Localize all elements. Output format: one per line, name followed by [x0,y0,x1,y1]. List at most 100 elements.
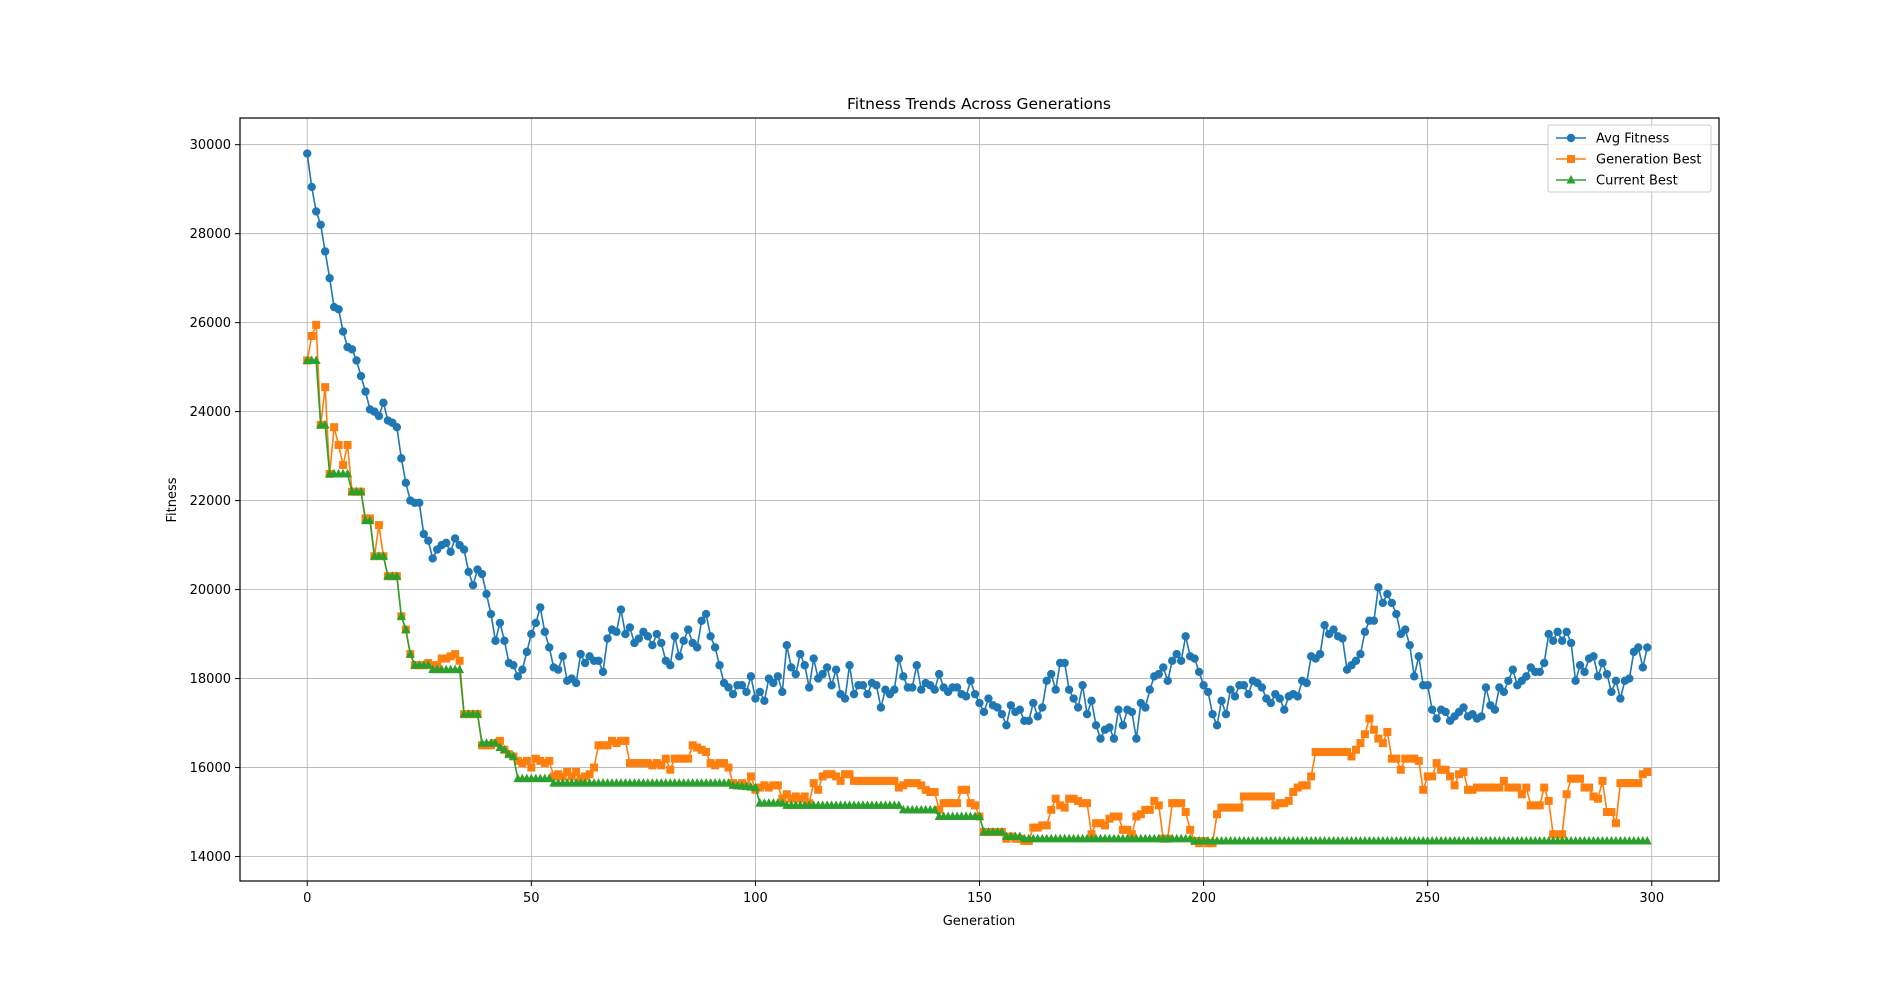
data-point [1069,794,1078,803]
data-point [1284,796,1293,805]
data-point [1459,768,1468,776]
data-point [1065,794,1074,803]
data-point [971,801,980,810]
data-point [975,698,984,708]
legend: Avg Fitness Generation Best Current Best [1547,124,1712,193]
legend-entry: Generation Best [1556,153,1701,168]
legend-box [1547,124,1712,193]
data-point [1038,703,1047,712]
data-point [581,772,590,781]
data-point [939,799,948,808]
data-point [661,754,670,763]
data-point [338,327,348,336]
data-point [1118,825,1127,834]
data-point [1405,641,1414,650]
data-point [827,681,836,690]
data-point [1060,658,1069,668]
data-point [822,663,832,672]
data-point [1504,783,1513,792]
data-point [809,779,818,788]
data-point [311,207,321,216]
data-point [571,678,581,688]
data-point [1593,672,1603,681]
data-point [343,468,353,478]
data-point [1535,801,1544,810]
data-point [518,759,527,768]
data-point [858,776,867,785]
data-point [1634,779,1643,788]
data-point [464,567,473,576]
data-point [1378,739,1387,748]
data-point [607,736,616,745]
chart-title: Fitness Trends Across Generations [847,95,1111,113]
data-point [750,782,760,792]
data-point [1029,698,1038,708]
data-point [1257,683,1267,692]
data-point [1531,801,1540,810]
data-point [935,805,944,814]
legend-label: Generation Best [1596,153,1701,168]
data-point [499,744,509,754]
data-point [1033,712,1042,721]
data-point [1410,754,1419,763]
data-point [683,625,693,634]
data-point [1374,583,1383,592]
data-point [446,652,455,661]
data-point [1562,790,1571,799]
x-tick-label: 250 [1415,891,1440,906]
data-point [544,773,554,783]
data-point [441,538,451,548]
data-point [1401,754,1410,763]
data-point [1576,774,1585,783]
data-point [1535,667,1544,677]
data-point [1369,725,1378,734]
data-point [491,636,500,645]
data-point [666,765,675,774]
data-point [854,776,863,785]
x-tick-label: 100 [743,891,768,906]
data-point [1217,803,1226,812]
data-point [1566,638,1576,648]
data-point [500,636,509,645]
data-point [1620,779,1629,788]
x-axis: 0 50 100 150 200 250 300 [303,881,1664,906]
data-point [1468,785,1477,794]
data-point [451,650,460,659]
data-point [1611,676,1621,685]
data-point [836,776,845,785]
data-point [1307,772,1316,781]
data-point [652,759,661,768]
data-point [823,770,832,779]
data-point [321,383,330,392]
data-point [657,638,666,648]
data-point [701,609,711,619]
data-point [554,665,563,674]
data-point [365,515,375,525]
data-point [1056,801,1065,810]
data-point [356,371,366,381]
data-point [1145,685,1155,694]
data-point [379,398,388,407]
data-point [1136,810,1145,819]
data-point [576,649,585,659]
data-point [423,660,433,669]
y-tick-label: 26000 [190,316,231,331]
data-point [603,634,612,643]
data-point [1100,821,1109,830]
y-tick-label: 24000 [190,405,231,420]
data-point [926,788,935,797]
data-point [567,772,576,781]
y-tick-label: 28000 [190,227,231,242]
data-point [997,827,1007,836]
data-point [347,345,357,354]
data-point [1194,667,1204,677]
y-axis: 14000 16000 18000 20000 22000 24000 26000 28000… [190,138,240,865]
data-point [1432,714,1441,723]
data-point [612,627,621,637]
data-point [899,672,908,681]
data-point [755,687,765,697]
data-point [1217,696,1226,706]
data-point [495,742,505,752]
data-point [1239,792,1248,801]
